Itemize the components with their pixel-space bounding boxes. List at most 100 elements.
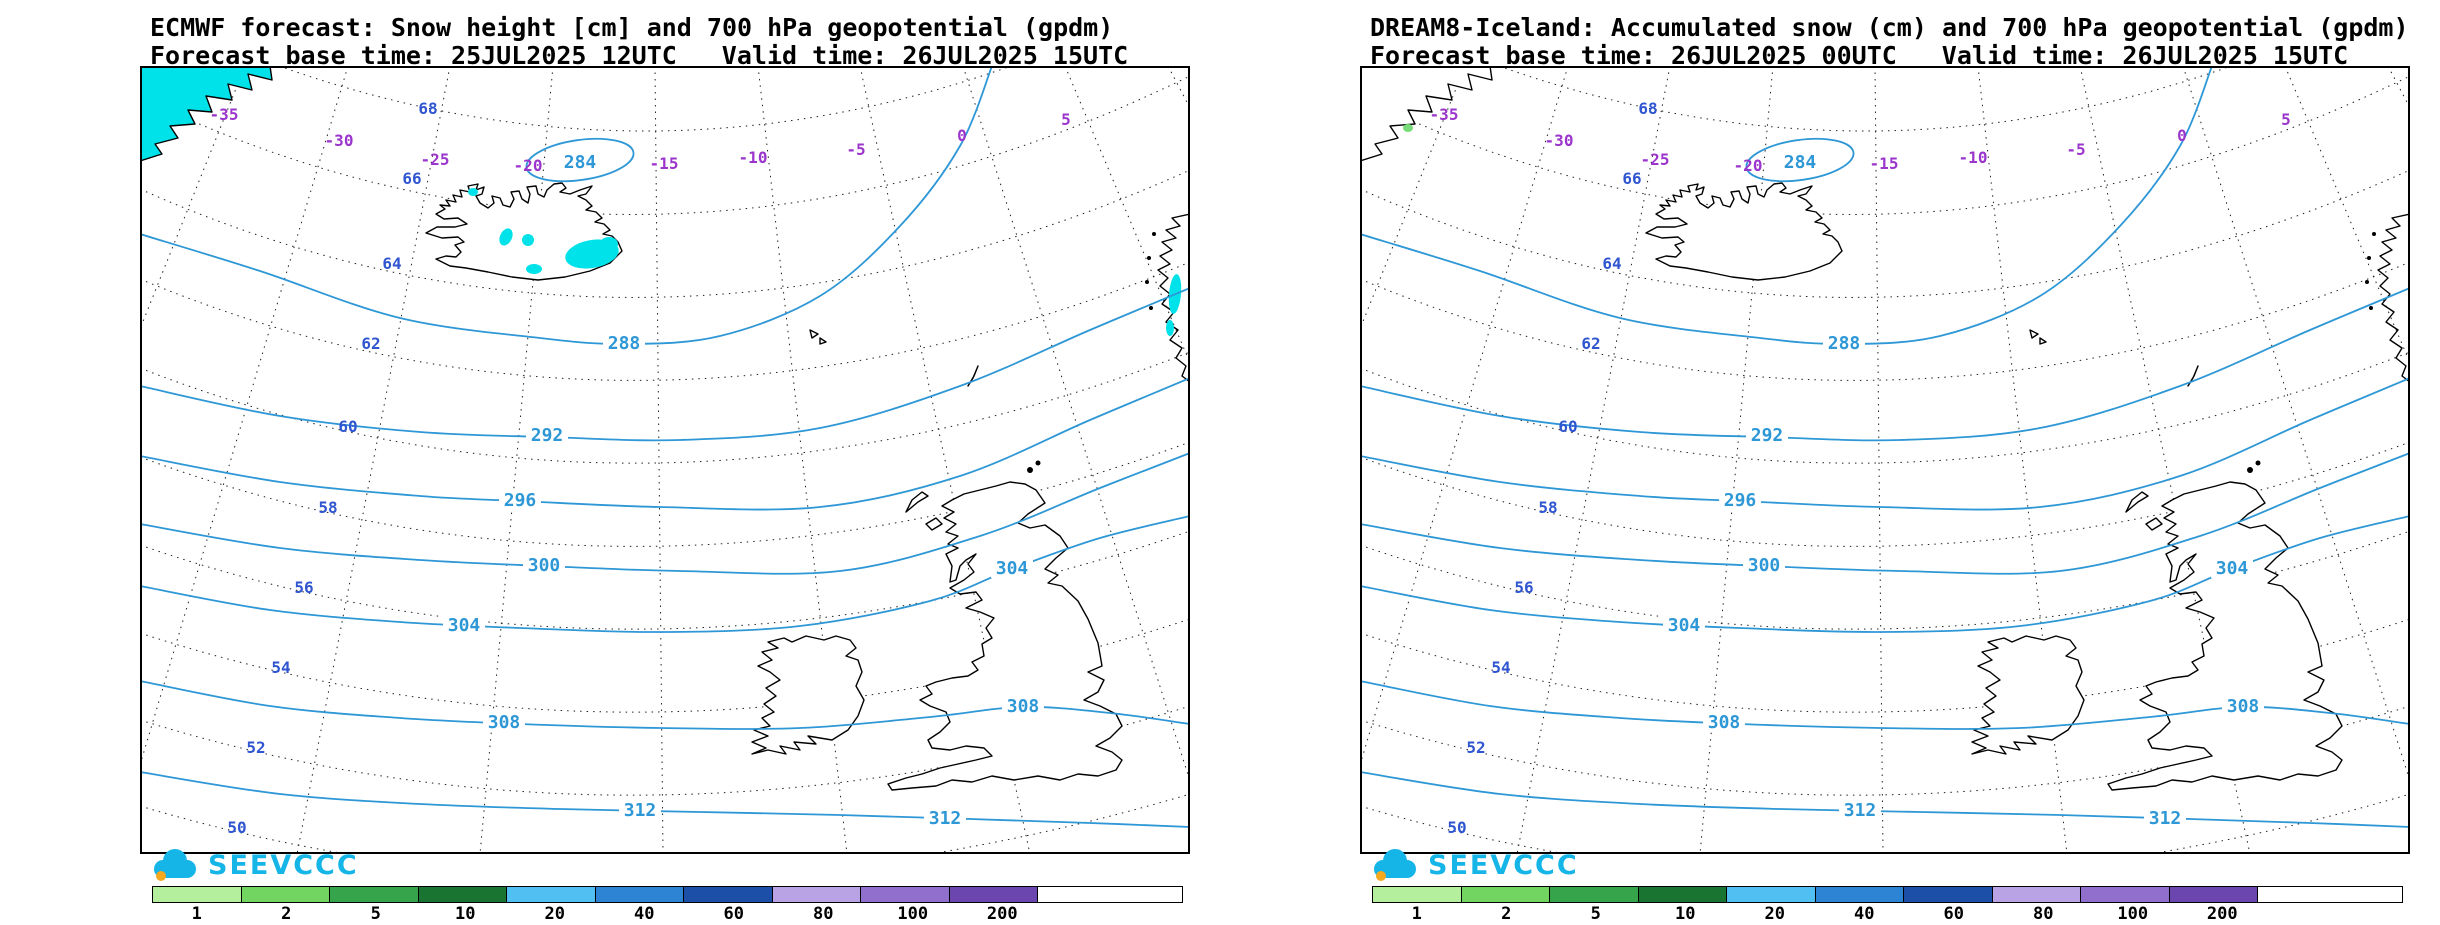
contour-labels: 284 288 292 296 300 304 304 308 308 312 312 [1663,152,2264,829]
legend-value: 40 [634,904,655,924]
contour-label: 288 [608,333,641,354]
panel-ecmwf: ECMWF forecast: Snow height [cm] and 700… [140,13,1197,924]
legend-color-segment [1991,886,2081,903]
latitude-label: 68 [418,99,437,118]
legend-color-segment [1549,886,1639,903]
longitude-label: 0 [957,126,967,145]
legend-value: 40 [1854,904,1875,924]
iceland-coast [1645,182,1843,281]
longitude-label: -10 [739,148,768,167]
ireland-coast [1971,635,2085,755]
longitude-label: -5 [846,140,865,159]
legend-color-bar [152,886,1197,903]
logo-cloud-icon [1374,849,1416,881]
norway-coast [1157,213,1190,383]
legend-color-segment [1637,886,1727,903]
forecast-valid-time: Valid time: 26JUL2025 15UTC [1941,41,2349,70]
legend-color-segment [771,886,861,903]
legend-value: 80 [2033,904,2054,924]
legend-color-segment [1814,886,1904,903]
legend-color-segment [417,886,507,903]
latitude-label: 58 [318,498,337,517]
great-britain-coast [887,481,1123,791]
forecast-times: Forecast base time: 26JUL2025 00UTC Vali… [1370,41,2348,70]
contour-label: 300 [1748,555,1781,576]
forecast-base-time: Forecast base time: 26JUL2025 00UTC [1370,41,1897,70]
legend-color-segment [594,886,684,903]
legend-color-segment [152,886,242,903]
longitude-labels: -35 -30 -25 -20 -15 -10 -5 0 5 [1430,105,2291,175]
legend-value: 60 [723,904,744,924]
contour-label: 312 [1844,800,1877,821]
legend-color-segment [1372,886,1462,903]
accumulated-snow-speck [1403,124,1413,132]
latitude-label: 68 [1638,99,1657,118]
ireland-coast [751,635,865,755]
latitude-label: 60 [1558,417,1577,436]
legend-values: 1 2 5 10 20 40 60 80 100 200 [1372,904,2417,924]
legend-value: 20 [544,904,565,924]
longitude-label: 5 [1061,110,1071,129]
longitude-label: -30 [1545,131,1574,150]
latitude-label: 50 [227,818,246,837]
longitude-label: -35 [1430,105,1459,124]
longitude-label: -35 [210,105,239,124]
latitude-label: 54 [1491,658,1510,677]
logo-text: SEEVCCC [208,849,359,881]
latitude-label: 62 [1581,334,1600,353]
legend-value: 2 [1501,904,1512,924]
longitude-label: 5 [2281,110,2291,129]
latitude-label: 66 [402,169,421,188]
legend-color-segment [240,886,330,903]
latitude-label: 66 [1622,169,1641,188]
page-title: DREAM8-Iceland: Accumulated snow (cm) an… [1370,13,2409,42]
contour-label: 308 [1007,696,1040,717]
longitude-label: -10 [1959,148,1988,167]
legend-color-segment [860,886,950,903]
page-title: ECMWF forecast: Snow height [cm] and 700… [150,13,1114,42]
longitude-label: -15 [1870,154,1899,173]
contour-labels: 284 288 292 296 300 304 304 308 308 312 312 [443,152,1044,829]
legend-values: 1 2 5 10 20 40 60 80 100 200 [152,904,1197,924]
latitude-label: 64 [382,254,401,273]
longitude-label: -20 [514,156,543,175]
legend-overflow-segment [2257,886,2403,903]
snow-scale-legend: 1 2 5 10 20 40 60 80 100 200 [152,886,1197,924]
legend-value: 60 [1943,904,1964,924]
greenland-coast [140,66,273,162]
latitude-label: 62 [361,334,380,353]
map-frame [1360,66,2410,854]
latitude-label: 64 [1602,254,1621,273]
legend-value: 100 [2117,904,2149,924]
seevccc-logo: SEEVCCC [148,846,359,884]
legend-value: 200 [986,904,1018,924]
latitude-label: 54 [271,658,290,677]
legend-color-segment [1460,886,1550,903]
contour-label: 312 [929,808,962,829]
legend-value: 10 [455,904,476,924]
contour-label: 284 [1784,152,1817,173]
legend-color-segment [683,886,773,903]
legend-value: 200 [2206,904,2238,924]
legend-color-segment [329,886,419,903]
contour-label: 312 [624,800,657,821]
legend-value: 80 [813,904,834,924]
longitude-label: -5 [2066,140,2085,159]
coastlines [1360,66,2410,791]
contour-label: 292 [531,425,564,446]
forecast-valid-time: Valid time: 26JUL2025 15UTC [721,41,1129,70]
latitude-labels: 68 66 64 62 60 58 56 54 52 50 [1447,99,1657,837]
longitude-label: -20 [1734,156,1763,175]
longitude-label: -15 [650,154,679,173]
latitude-label: 56 [294,578,313,597]
contour-label: 296 [1724,490,1757,511]
latitude-label: 60 [338,417,357,436]
latitude-labels: 68 66 64 62 60 58 56 54 52 50 [227,99,437,837]
longitude-labels: -35 -30 -25 -20 -15 -10 -5 0 5 [210,105,1071,175]
snow-cover-patches [468,188,1182,336]
longitude-label: -25 [1641,150,1670,169]
latitude-label: 58 [1538,498,1557,517]
seevccc-logo: SEEVCCC [1368,846,1579,884]
legend-value: 5 [370,904,381,924]
